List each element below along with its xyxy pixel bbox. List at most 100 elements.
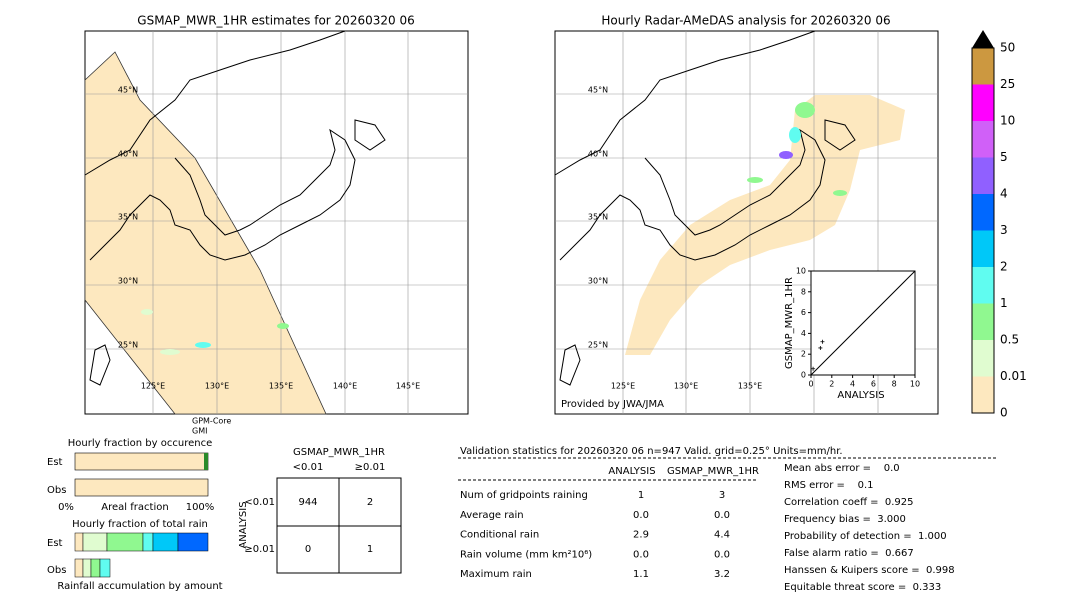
lon-label: 125°E [611,382,635,391]
panel-title: Hourly fraction by occurence [68,438,212,449]
row-label: Maximum rain [460,569,532,580]
lon-label: 125°E [141,382,165,391]
row-label: <0.01 [244,497,275,508]
rain-patch [141,309,153,315]
y-tick-label: 0 [801,371,806,380]
col-label: <0.01 [293,462,324,473]
graticule [555,31,938,414]
scatter-point [811,366,816,371]
x-tick-label: 0 [808,380,813,389]
colorbar-segment [972,267,994,304]
colorbar-label: 4 [1000,187,1008,201]
coastline [84,30,386,386]
lat-label: 40°N [588,150,608,159]
x-tick-label: 4 [850,380,855,389]
diagonal [810,270,916,376]
lon-label: 135°E [738,382,762,391]
cell: 1.1 [633,569,649,580]
cell: 944 [298,497,317,508]
colorbar-segment [972,376,994,413]
scatter-point [818,345,823,350]
rain-patch [779,151,793,159]
score: Frequency bias = 3.000 [784,514,906,525]
scatter-point [820,339,825,344]
score: Mean abs error = 0.0 [784,463,900,474]
bar [74,478,209,497]
row-label: Obs [47,565,66,576]
graticule [85,31,468,414]
cell: 0.0 [714,510,730,521]
colorbar-segment [972,303,994,340]
est-bar [74,532,209,552]
cell: 0.0 [714,549,730,560]
right-map-title: Hourly Radar-AMeDAS analysis for 2026032… [601,14,890,28]
cell: 2 [367,497,373,508]
score: Hanssen & Kuipers score = 0.998 [784,565,955,576]
colorbar-segment [972,84,994,121]
x-tick-label: 6 [871,380,876,389]
lon-label: 130°E [205,382,229,391]
colorbar-label: 1 [1000,296,1008,310]
colorbar-segment [972,340,994,377]
row-label: Obs [47,485,66,496]
rain-area [625,95,905,355]
colorbar-extend [972,30,994,48]
lat-label: 40°N [118,150,138,159]
cell: 3.2 [714,569,730,580]
y-tick-label: 4 [801,329,806,338]
satellite-label: GPM-Core [192,417,231,426]
y-tick-label: 8 [801,287,806,296]
y-tick-label: 2 [801,350,806,359]
lat-label: 25°N [118,341,138,350]
cell: 0 [305,544,311,555]
cell: 4.4 [714,530,730,541]
row-label: Average rain [460,510,524,521]
obs-bar [74,558,111,578]
score: RMS error = 0.1 [784,480,874,491]
col-header: ANALYSIS [608,466,655,477]
colorbar-label: 2 [1000,260,1008,274]
credit: Provided by JWA/JMA [561,399,664,410]
lon-label: 140°E [333,382,357,391]
satellite-label: GMI [192,427,207,436]
lat-label: 30°N [118,277,138,286]
lat-label: 45°N [588,86,608,95]
colorbar-label: 10 [1000,114,1015,128]
score: Probability of detection = 1.000 [784,531,947,542]
colorbar-label: 0.5 [1000,333,1019,347]
cell: 0.0 [633,510,649,521]
colorbar-frame [971,47,995,414]
lon-label: 135°E [269,382,293,391]
right-map [554,30,939,415]
x-tick-label: 2 [829,380,834,389]
coastline [554,30,856,386]
axis-label: 0% [58,502,74,513]
rain-patch [789,127,801,143]
lat-label: 30°N [588,277,608,286]
row-label: Conditional rain [460,530,539,541]
colorbar-label: 0.01 [1000,369,1027,383]
colorbar-segment [972,194,994,231]
colorbar-segment [972,48,994,85]
x-tick-label: 8 [892,380,897,389]
scatter-point [809,373,813,377]
colorbar-label: 0 [1000,406,1008,420]
row-label: Est [47,538,63,549]
lat-label: 45°N [118,86,138,95]
cell: 0.0 [633,549,649,560]
cell: 1 [638,490,644,501]
swath [84,51,327,415]
inset-ylabel: GSMAP_MWR_1HR [784,277,795,369]
panel-footer: Rainfall accumulation by amount [57,581,222,592]
row-label: ≥0.01 [244,544,275,555]
rain-patch [747,177,763,183]
colorbar-segment [972,230,994,267]
table-title: GSMAP_MWR_1HR [293,447,385,458]
panel-title: Hourly fraction of total rain [72,519,208,530]
axis-label: Areal fraction [101,502,168,513]
row-label: Num of gridpoints raining [460,490,588,501]
x-tick-label: 10 [910,380,920,389]
left-map-title: GSMAP_MWR_1HR estimates for 20260320 06 [137,14,414,28]
rain-patch [160,349,180,355]
